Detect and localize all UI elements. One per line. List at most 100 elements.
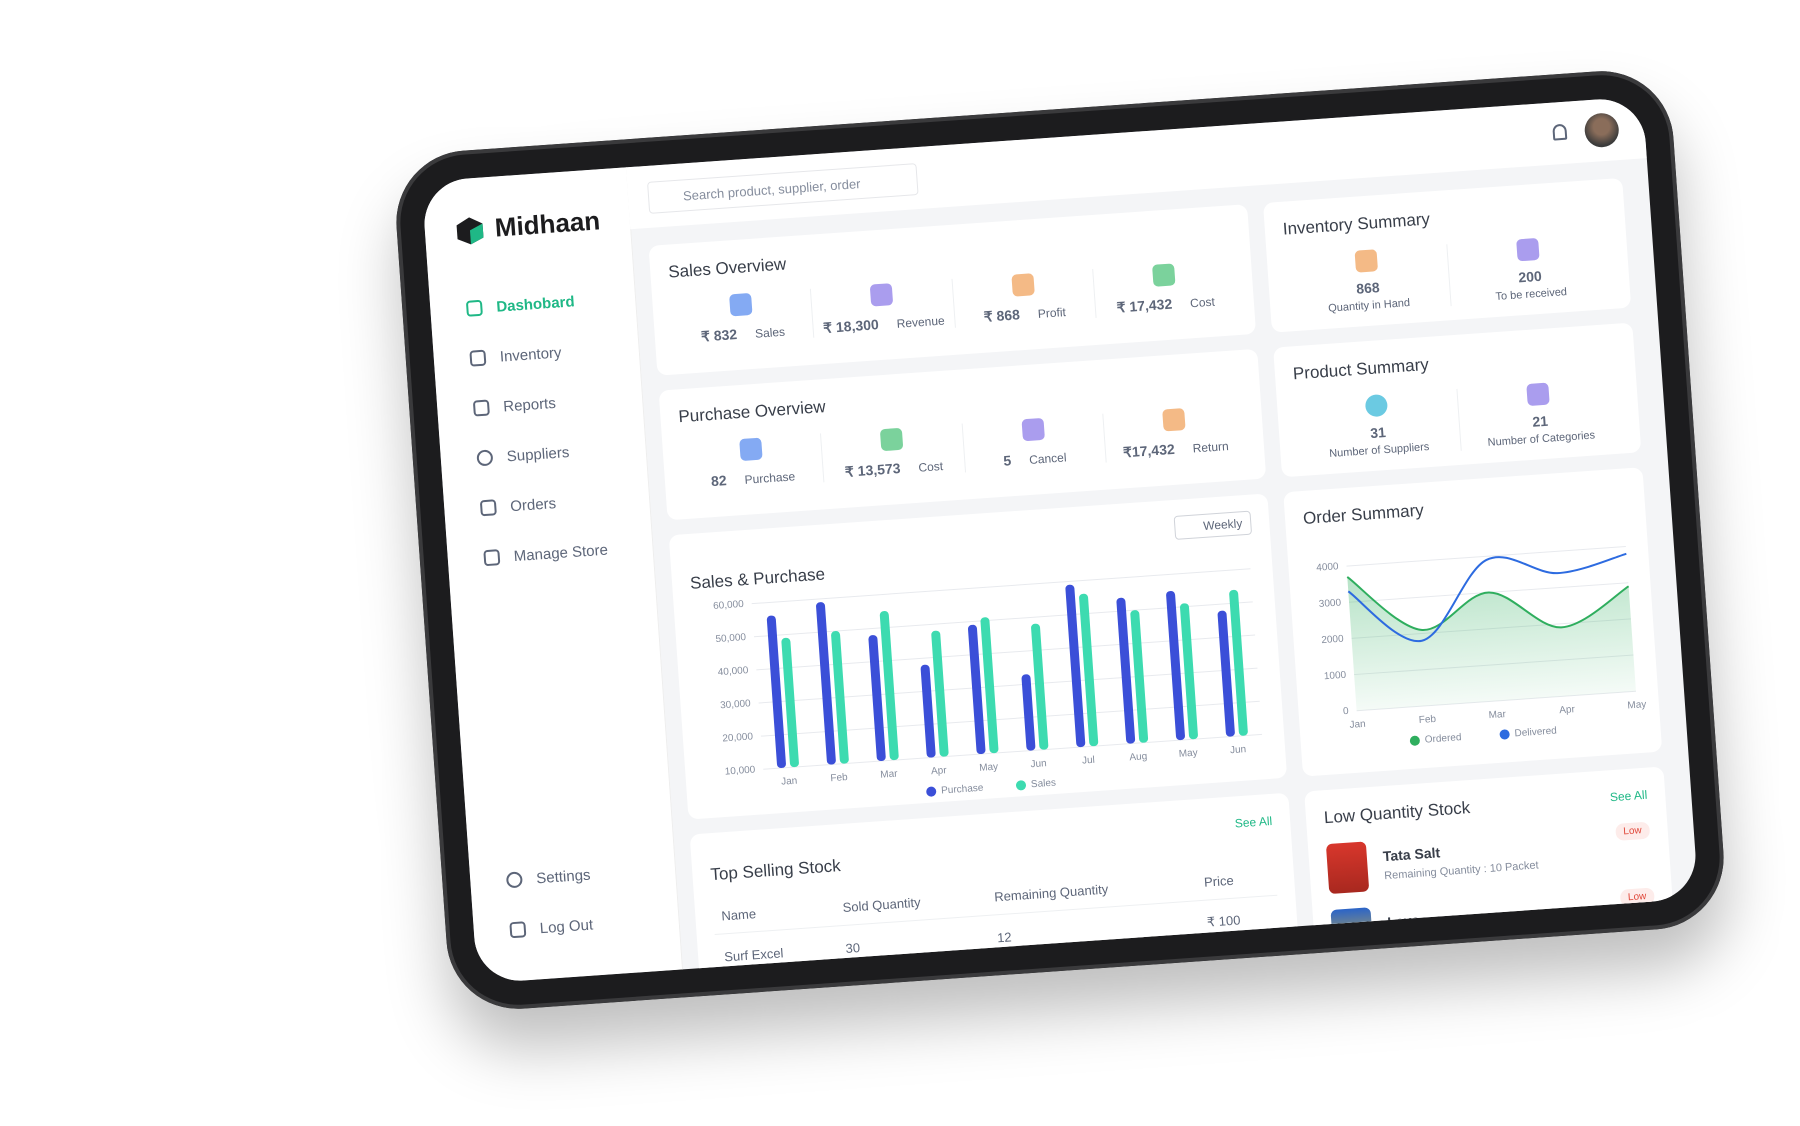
bar: [831, 631, 849, 764]
line-chart: 0 1000 2000 3000 4000 Jan Feb Mar Apr May Ordered D…: [1316, 546, 1647, 746]
nav-item[interactable]: Reports: [472, 375, 599, 434]
bar: [1116, 597, 1136, 744]
search-placeholder: Search product, supplier, order: [682, 175, 861, 203]
bar: [781, 637, 799, 768]
legend-label: Delivered: [1514, 725, 1557, 739]
bar: [1130, 610, 1149, 743]
stat-label: Quantity in Hand: [1327, 297, 1411, 315]
legend-label: Ordered: [1424, 732, 1461, 746]
nav-label: Reports: [502, 394, 557, 415]
grid-line: [760, 700, 1260, 737]
product-name: Lays: [1386, 911, 1420, 931]
bar-chart: 10,000 20,000 30,000 40,000 50,000 60,000 Jan F…: [713, 568, 1263, 797]
icon: [1516, 237, 1540, 262]
nav-item[interactable]: Dashobard: [465, 275, 592, 334]
y-tick-label: 0: [1343, 706, 1350, 717]
bar: [868, 635, 886, 762]
x-tick-label: Apr: [1559, 704, 1576, 716]
legend-label: Purchase: [941, 783, 984, 797]
stat-label: Purchase: [744, 469, 796, 487]
x-tick-label: Aug: [1129, 751, 1148, 763]
nav-item[interactable]: Settings: [505, 850, 592, 906]
stock-item: Lays Remaining Quantity : 15 Packet Low: [1330, 887, 1657, 960]
icon: [1021, 417, 1045, 442]
nav-item[interactable]: Manage Store: [482, 525, 609, 584]
x-tick-label: Mar: [880, 769, 899, 781]
x-tick-label: May: [1178, 748, 1198, 760]
nav-label: Settings: [535, 866, 591, 887]
stat-label: Number of Suppliers: [1328, 441, 1430, 460]
card-title: Low Quantity Stock: [1323, 798, 1471, 828]
stat-value: ₹ 17,432: [1116, 295, 1173, 316]
icon: [880, 427, 904, 452]
bar: [1079, 593, 1099, 747]
stat-value: 868: [1355, 279, 1381, 297]
nav: Dashobard Inventory Reports Suppliers Or…: [465, 275, 610, 583]
stat-label: Sales: [754, 324, 786, 341]
nav-label: Orders: [509, 494, 557, 515]
x-tick-label: Feb: [1418, 714, 1436, 726]
cell: Surf Excel: [723, 944, 784, 964]
tablet: Midhaan Dashobard Inventory Reports Supp…: [391, 66, 1729, 1014]
sales-purchase-card: Sales & Purchase Weekly 10,000 20,000 30,0…: [668, 493, 1288, 820]
nav-label: Log Out: [539, 916, 594, 937]
see-all-link[interactable]: See All: [1609, 787, 1648, 805]
x-tick-label: Feb: [830, 772, 848, 784]
nav-label: Manage Store: [513, 541, 609, 565]
stat-label: Return: [1192, 439, 1230, 456]
nav-item[interactable]: Log Out: [508, 900, 595, 956]
grid-line: [756, 634, 1256, 671]
grid-line: [751, 568, 1251, 605]
x-tick-label: May: [979, 762, 999, 774]
product-detail: Remaining Quantity : 10 Packet: [1383, 859, 1539, 883]
nav-item[interactable]: Orders: [479, 475, 606, 534]
purchase-overview-card: Purchase Overview 82 Purchase ₹ 13,573 Cos…: [658, 348, 1267, 521]
legend-swatch: [1409, 735, 1420, 746]
bar: [931, 630, 949, 757]
line: [1347, 552, 1627, 642]
bar: [766, 615, 786, 769]
icon: [729, 292, 753, 317]
brand: Midhaan: [454, 205, 601, 246]
product-detail: Remaining Quantity : 15 Packet: [1388, 925, 1544, 949]
avatar[interactable]: [1583, 112, 1620, 149]
bar: [920, 664, 936, 758]
bar: [1180, 603, 1198, 740]
bar: [1217, 610, 1235, 737]
line: [1346, 576, 1630, 631]
icon: [1526, 382, 1550, 407]
grid-line: [758, 667, 1258, 704]
bar: [1229, 589, 1248, 736]
stat-label: Number of Categories: [1487, 429, 1596, 449]
x-tick-label: Apr: [931, 765, 948, 777]
bar: [1031, 623, 1049, 750]
y-tick-label: 40,000: [717, 665, 749, 678]
y-tick-label: 4000: [1316, 561, 1339, 574]
grid-line: [753, 601, 1253, 638]
sales-overview-card: Sales Overview ₹ 832 Sales ₹ 18,300 Revenu…: [648, 204, 1257, 376]
see-all-link[interactable]: See All: [1234, 813, 1273, 831]
notification-bell[interactable]: [1552, 123, 1568, 141]
y-tick-label: 50,000: [715, 632, 747, 645]
stat-value: 21: [1531, 412, 1549, 430]
nav-item[interactable]: Suppliers: [475, 425, 602, 484]
area: [1347, 576, 1636, 711]
bar: [816, 602, 836, 765]
sidebar: Midhaan Dashobard Inventory Reports Supp…: [421, 167, 684, 984]
search-box[interactable]: Search product, supplier, order: [647, 163, 919, 214]
legend-label: Sales: [1031, 778, 1057, 791]
y-tick-label: 1000: [1324, 670, 1347, 683]
stat-value: 5: [1002, 452, 1012, 469]
product-image: [1325, 841, 1370, 895]
x-tick-label: May: [1627, 699, 1647, 711]
bar: [1065, 584, 1086, 748]
nav-item[interactable]: Inventory: [468, 325, 595, 384]
column-header: Price: [1194, 859, 1278, 901]
order-summary-card: Order Summary 0 1000 2000 3000 4000 Jan Feb Mar…: [1283, 467, 1663, 777]
stat-value: ₹17,432: [1122, 440, 1176, 461]
y-tick-label: 60,000: [713, 599, 745, 612]
y-tick-label: 3000: [1318, 597, 1341, 610]
top-selling-card: Top Selling Stock See All Name Sold Quant…: [689, 792, 1301, 984]
stat-value: ₹ 868: [983, 306, 1021, 325]
